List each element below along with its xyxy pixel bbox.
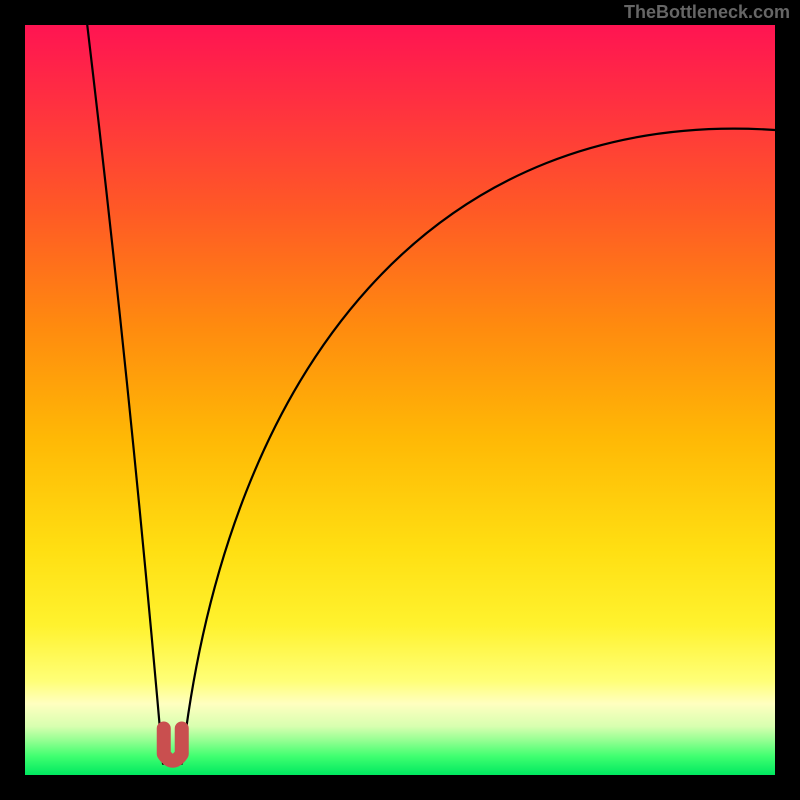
watermark-text: TheBottleneck.com: [624, 2, 790, 23]
bottleneck-chart: [0, 0, 800, 800]
plot-background: [25, 25, 775, 775]
chart-container: TheBottleneck.com: [0, 0, 800, 800]
